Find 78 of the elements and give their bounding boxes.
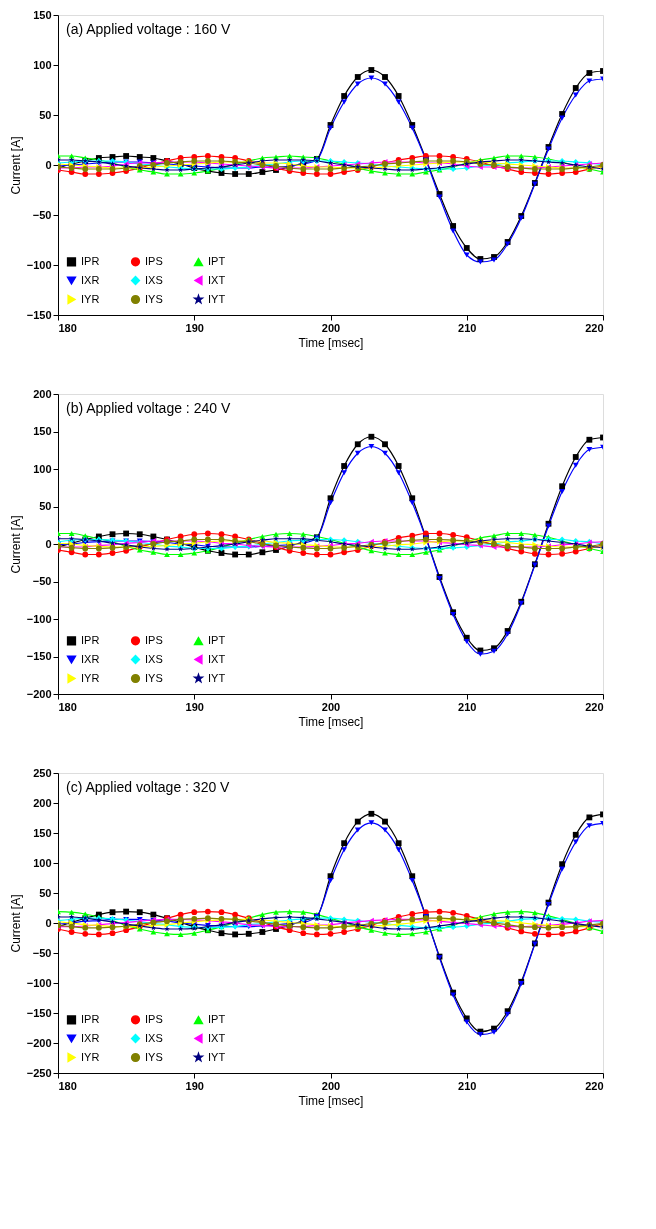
y-axis-title: Current [A]	[8, 515, 23, 574]
y-tick-label: −100	[26, 258, 52, 271]
y-tick-label: −150	[26, 308, 52, 321]
x-axis-title: Time [msec]	[298, 335, 364, 350]
y-axis-title: Current [A]	[8, 136, 23, 195]
y-tick-label: −150	[26, 650, 52, 662]
legend-label: IXS	[145, 1031, 163, 1044]
y-tick-label: 50	[39, 108, 52, 121]
y-tick-label: 0	[45, 537, 52, 550]
x-tick-label: 180	[58, 700, 77, 713]
x-tick-label: 220	[585, 700, 604, 713]
legend-label: IYR	[81, 671, 100, 684]
legend-label: IPR	[81, 254, 100, 267]
y-tick-label: 200	[33, 796, 52, 809]
x-tick-label: 200	[321, 321, 341, 334]
x-tick-label: 220	[585, 321, 604, 334]
legend-label: IYR	[81, 1050, 100, 1063]
legend-label: IXT	[208, 273, 226, 286]
y-tick-label: 100	[33, 462, 52, 475]
y-tick-label: −50	[32, 946, 52, 959]
legend-label: IXT	[208, 652, 226, 665]
x-tick-label: 200	[321, 700, 341, 713]
y-tick-label: −50	[32, 208, 52, 221]
y-tick-label: 0	[45, 916, 52, 929]
chart-title: (c) Applied voltage : 320 V	[66, 779, 231, 795]
x-tick-label: 220	[585, 1079, 604, 1092]
y-tick-label: 150	[33, 425, 52, 437]
y-tick-label: −200	[26, 1036, 52, 1049]
y-tick-label: 50	[39, 500, 52, 512]
legend-label: IYS	[145, 1050, 163, 1063]
y-tick-label: −150	[26, 1006, 52, 1019]
legend-label: IYS	[145, 292, 163, 305]
x-axis-title: Time [msec]	[298, 714, 364, 729]
legend-label: IPS	[145, 1012, 163, 1025]
y-tick-label: 100	[33, 856, 52, 869]
y-tick-label: 50	[39, 886, 52, 899]
y-tick-label: −100	[26, 612, 52, 625]
legend-label: IXR	[81, 273, 100, 286]
legend-label: IYS	[145, 671, 163, 684]
y-tick-label: −100	[26, 976, 52, 989]
legend-label: IYT	[208, 1050, 226, 1063]
legend-label: IXR	[81, 652, 100, 665]
x-tick-label: 190	[185, 1079, 204, 1092]
legend-label: IPR	[81, 1012, 100, 1025]
legend-label: IPT	[208, 1013, 226, 1026]
legend-label: IPT	[208, 634, 226, 647]
legend-label: IXT	[208, 1031, 226, 1044]
x-tick-label: 210	[458, 700, 477, 713]
x-tick-label: 190	[185, 700, 204, 713]
legend-label: IPS	[145, 633, 163, 646]
legend-label: IYR	[81, 292, 100, 305]
legend-label: IPS	[145, 254, 163, 267]
y-tick-label: 250	[33, 766, 52, 779]
legend-label: IYT	[208, 671, 226, 684]
y-tick-label: 200	[33, 387, 52, 400]
x-tick-label: 210	[458, 1079, 477, 1092]
chart-title: (b) Applied voltage : 240 V	[66, 400, 231, 416]
legend-label: IXS	[145, 273, 163, 286]
legend-label: IXR	[81, 1031, 100, 1044]
x-tick-label: 180	[58, 1079, 77, 1092]
chart-title: (a) Applied voltage : 160 V	[66, 21, 231, 37]
y-tick-label: −250	[26, 1066, 52, 1079]
x-tick-label: 200	[321, 1079, 341, 1092]
y-tick-label: −50	[32, 575, 52, 587]
legend-label: IXS	[145, 652, 163, 665]
y-tick-label: 150	[33, 8, 52, 21]
y-tick-label: 100	[33, 58, 52, 71]
x-axis-title: Time [msec]	[298, 1093, 364, 1108]
y-tick-label: 0	[45, 158, 52, 171]
legend-label: IYT	[208, 292, 226, 305]
x-tick-label: 190	[185, 321, 204, 334]
legend-label: IPT	[208, 255, 226, 268]
y-axis-title: Current [A]	[8, 894, 23, 953]
y-tick-label: 150	[33, 826, 52, 839]
y-tick-label: −200	[26, 687, 52, 700]
x-tick-label: 180	[58, 321, 77, 334]
legend-label: IPR	[81, 633, 100, 646]
x-tick-label: 210	[458, 321, 477, 334]
